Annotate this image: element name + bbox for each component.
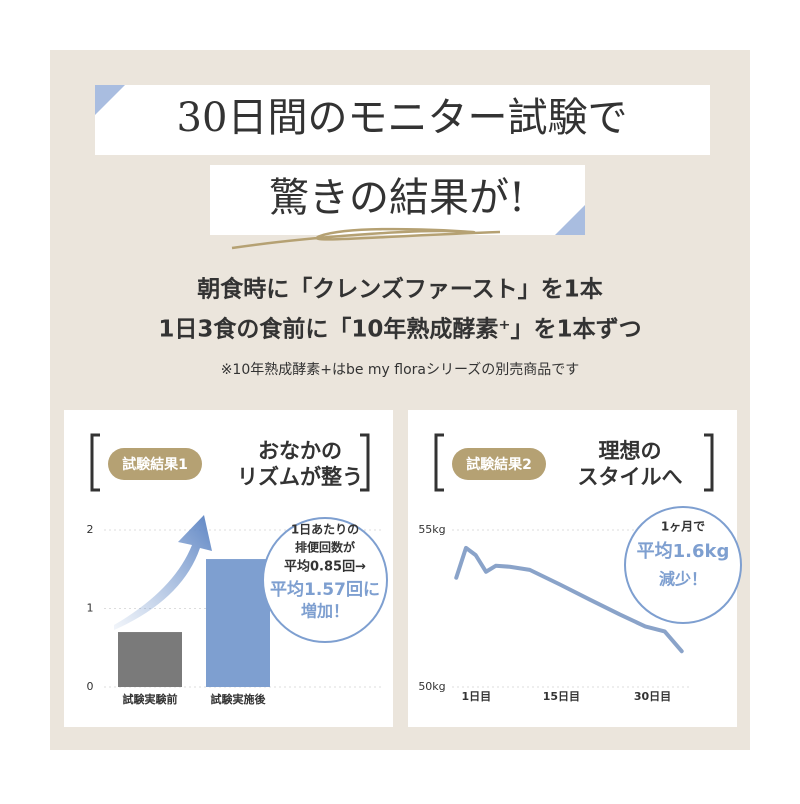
badge-text: 試験結果2 bbox=[466, 456, 532, 473]
badge bbox=[108, 448, 202, 480]
underline bbox=[231, 227, 501, 250]
note: ※10年熟成酵素+はbe my floraシリーズの別売商品です bbox=[221, 362, 580, 378]
callout-text: 1日あたりの bbox=[291, 523, 359, 537]
y-tick-label: 0 bbox=[87, 680, 94, 693]
callout-text: 排便回数が bbox=[295, 540, 355, 555]
x-tick-label: 試験実施後 bbox=[211, 692, 267, 706]
callout-text: 増加！ bbox=[301, 602, 349, 621]
callout-text: 平均0.85回→ bbox=[284, 559, 366, 575]
callout bbox=[624, 506, 742, 624]
corner bbox=[95, 85, 125, 115]
callout bbox=[262, 517, 388, 643]
callout-text: 平均1.6kg bbox=[637, 540, 730, 562]
callout-text: 減少！ bbox=[659, 570, 707, 589]
bracket bbox=[704, 433, 714, 492]
callout-text: 1ヶ月で bbox=[661, 520, 705, 534]
y-tick-label: 1 bbox=[87, 602, 94, 615]
y-tick-label: 50kg bbox=[418, 680, 445, 693]
title-box bbox=[95, 85, 710, 155]
panel-title: リズムが整う bbox=[237, 465, 363, 489]
x-tick-label: 1日目 bbox=[461, 690, 491, 703]
title: 30日間のモニター試験で bbox=[177, 95, 628, 141]
title-box bbox=[210, 165, 585, 235]
badge-text: 試験結果1 bbox=[122, 456, 188, 473]
subtitle: 1日3食の食前に「10年熟成酵素⁺」を1本ずつ bbox=[158, 316, 641, 343]
badge bbox=[452, 448, 546, 480]
y-tick-label: 55kg bbox=[418, 523, 445, 536]
y-tick-label: 2 bbox=[87, 523, 94, 536]
subtitle: 朝食時に「クレンズファースト」を1本 bbox=[197, 276, 602, 303]
bracket bbox=[90, 433, 100, 492]
panel-title: おなかの bbox=[258, 439, 342, 463]
bracket bbox=[434, 433, 444, 492]
arrow bbox=[114, 515, 212, 630]
callout-text: 平均1.57回に bbox=[270, 579, 380, 600]
bracket bbox=[360, 433, 370, 492]
panel-title: 理想の bbox=[599, 439, 662, 463]
corner bbox=[555, 205, 585, 235]
bar bbox=[118, 632, 182, 687]
panel-title: スタイルへ bbox=[578, 465, 683, 489]
line bbox=[454, 545, 684, 654]
x-tick-label: 試験実験前 bbox=[123, 692, 178, 706]
x-tick-label: 30日目 bbox=[634, 690, 671, 703]
title: 驚きの結果が! bbox=[269, 175, 525, 221]
bar bbox=[206, 559, 270, 687]
x-tick-label: 15日目 bbox=[543, 690, 580, 703]
